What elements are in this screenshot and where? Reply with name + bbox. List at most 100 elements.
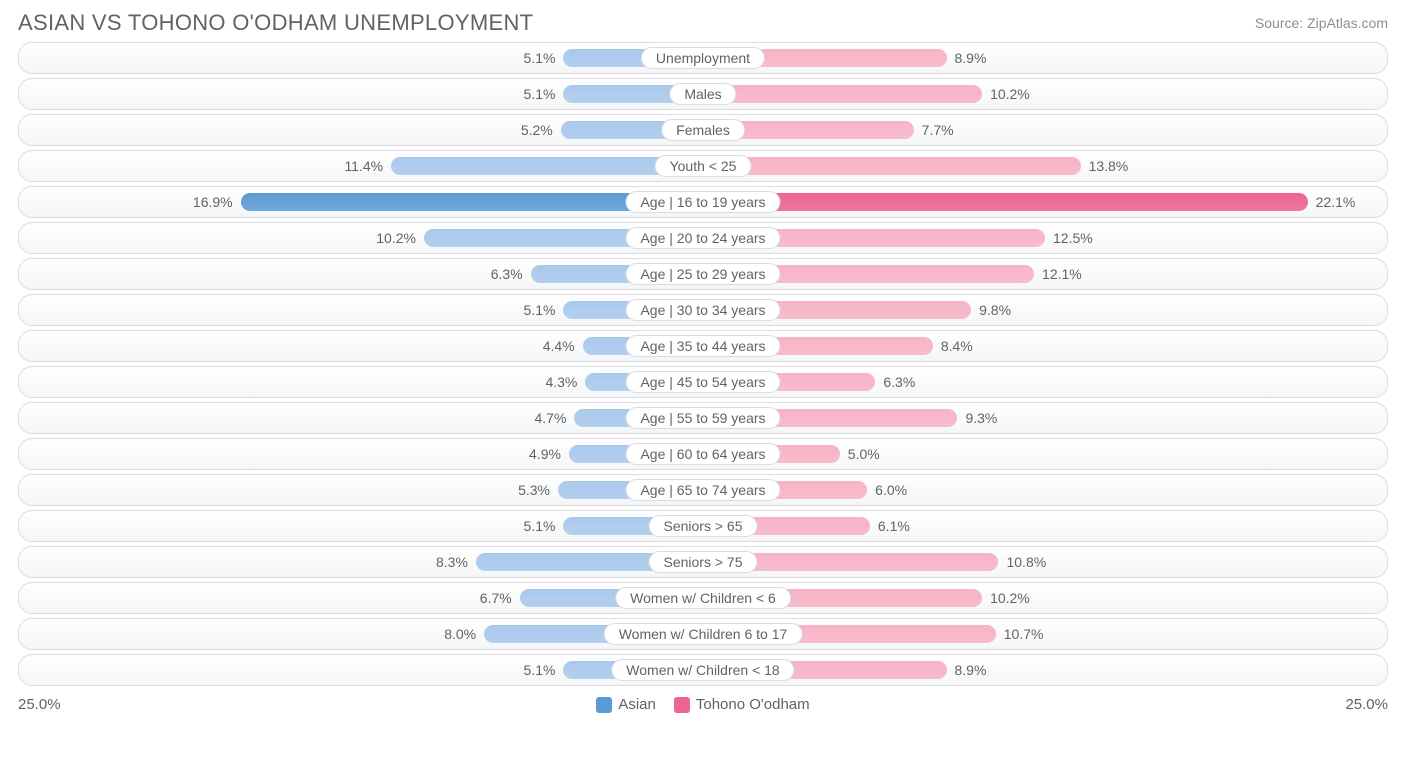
chart-row: 4.4% 8.4%Age | 35 to 44 years — [18, 330, 1388, 362]
value-label-right: 9.8% — [971, 302, 1019, 318]
axis-max-right: 25.0% — [1345, 696, 1388, 713]
value-label-left: 5.2% — [513, 122, 561, 138]
bar-half-left: 8.3% — [19, 547, 703, 577]
chart-title: ASIAN VS TOHONO O'ODHAM UNEMPLOYMENT — [18, 10, 533, 36]
bar-half-right: 10.8% — [703, 547, 1387, 577]
bar-half-right: 22.1% — [703, 187, 1387, 217]
chart-row: 5.2% 7.7% Females — [18, 114, 1388, 146]
value-label-left: 5.1% — [516, 50, 564, 66]
bar-half-left: 11.4% — [19, 151, 703, 181]
row-label: Age | 60 to 64 years — [625, 443, 780, 465]
chart-row: 11.4% 13.8%Youth < 25 — [18, 150, 1388, 182]
row-label: Females — [661, 119, 745, 141]
row-label: Age | 35 to 44 years — [625, 335, 780, 357]
bar-half-left: 8.0% — [19, 619, 703, 649]
bar-half-left: 10.2% — [19, 223, 703, 253]
bar-half-right: 6.3% — [703, 367, 1387, 397]
footer: 25.0% Asian Tohono O'odham 25.0% — [0, 690, 1406, 713]
value-label-left: 5.1% — [516, 518, 564, 534]
chart-row: 5.1%10.2%Males — [18, 78, 1388, 110]
chart-row: 5.3%6.0%Age | 65 to 74 years — [18, 474, 1388, 506]
value-label-left: 4.4% — [535, 338, 583, 354]
bar-half-right: 10.2% — [703, 583, 1387, 613]
row-label: Age | 16 to 19 years — [625, 191, 780, 213]
row-label: Unemployment — [641, 47, 765, 69]
bar-half-right: 9.3% — [703, 403, 1387, 433]
value-label-right: 8.9% — [947, 662, 995, 678]
bar-half-right: 6.0% — [703, 475, 1387, 505]
bar-right — [703, 85, 982, 103]
legend-swatch-tohono — [674, 697, 690, 713]
chart-row: 4.3%6.3%Age | 45 to 54 years — [18, 366, 1388, 398]
value-label-left: 11.4% — [336, 158, 391, 174]
bar-half-right: 8.4% — [703, 331, 1387, 361]
bar-half-right: 12.5% — [703, 223, 1387, 253]
chart-area: 5.1%8.9%Unemployment5.1%10.2%Males5.2%7.… — [0, 42, 1406, 686]
value-label-left: 6.7% — [472, 590, 520, 606]
bar-half-right: 8.9% — [703, 655, 1387, 685]
value-label-left: 16.9% — [185, 194, 241, 210]
chart-row: 4.7% 9.3% Age | 55 to 59 years — [18, 402, 1388, 434]
legend-label-tohono: Tohono O'odham — [696, 696, 810, 713]
value-label-right: 5.0% — [840, 446, 888, 462]
chart-row: 16.9% 22.1% Age | 16 to 19 years — [18, 186, 1388, 218]
bar-half-left: 16.9% — [19, 187, 703, 217]
value-label-left: 8.3% — [428, 554, 476, 570]
value-label-right: 10.2% — [982, 590, 1038, 606]
value-label-right: 7.7% — [914, 122, 962, 138]
row-label: Age | 20 to 24 years — [625, 227, 780, 249]
chart-row: 10.2% 12.5% Age | 20 to 24 years — [18, 222, 1388, 254]
bar-half-left: 4.7% — [19, 403, 703, 433]
bar-half-right: 9.8% — [703, 295, 1387, 325]
chart-row: 8.0% 10.7% Women w/ Children 6 to 17 — [18, 618, 1388, 650]
bar-half-right: 10.7% — [703, 619, 1387, 649]
value-label-left: 4.7% — [527, 410, 575, 426]
row-label: Women w/ Children < 18 — [611, 659, 794, 681]
value-label-left: 6.3% — [483, 266, 531, 282]
value-label-left: 4.3% — [537, 374, 585, 390]
bar-half-left: 5.1% — [19, 655, 703, 685]
value-label-right: 10.2% — [982, 86, 1038, 102]
value-label-right: 10.7% — [996, 626, 1052, 642]
bar-half-left: 5.1% — [19, 43, 703, 73]
bar-half-right: 8.9% — [703, 43, 1387, 73]
header: ASIAN VS TOHONO O'ODHAM UNEMPLOYMENT Sou… — [0, 0, 1406, 42]
row-label: Seniors > 75 — [649, 551, 758, 573]
chart-row: 5.1% 8.9% Women w/ Children < 18 — [18, 654, 1388, 686]
row-label: Women w/ Children < 6 — [615, 587, 791, 609]
value-label-left: 8.0% — [436, 626, 484, 642]
value-label-left: 5.1% — [516, 86, 564, 102]
value-label-right: 12.1% — [1034, 266, 1090, 282]
chart-row: 4.9% 5.0% Age | 60 to 64 years — [18, 438, 1388, 470]
bar-half-left: 4.3% — [19, 367, 703, 397]
chart-row: 6.3% 12.1% Age | 25 to 29 years — [18, 258, 1388, 290]
axis-max-left: 25.0% — [18, 696, 61, 713]
value-label-right: 12.5% — [1045, 230, 1101, 246]
bar-half-left: 6.3% — [19, 259, 703, 289]
chart-row: 5.1%6.1%Seniors > 65 — [18, 510, 1388, 542]
legend-item-tohono: Tohono O'odham — [674, 696, 810, 713]
bar-half-left: 5.3% — [19, 475, 703, 505]
bar-half-left: 6.7% — [19, 583, 703, 613]
bar-half-left: 5.1% — [19, 511, 703, 541]
bar-right — [703, 193, 1308, 211]
bar-half-left: 4.9% — [19, 439, 703, 469]
bar-half-left: 5.1% — [19, 79, 703, 109]
bar-half-right: 13.8% — [703, 151, 1387, 181]
value-label-left: 10.2% — [368, 230, 424, 246]
bar-half-right: 12.1% — [703, 259, 1387, 289]
row-label: Age | 25 to 29 years — [625, 263, 780, 285]
row-label: Youth < 25 — [655, 155, 752, 177]
legend-item-asian: Asian — [596, 696, 656, 713]
row-label: Women w/ Children 6 to 17 — [604, 623, 803, 645]
row-label: Age | 55 to 59 years — [625, 407, 780, 429]
chart-row: 5.1%9.8%Age | 30 to 34 years — [18, 294, 1388, 326]
value-label-right: 22.1% — [1308, 194, 1364, 210]
legend-label-asian: Asian — [618, 696, 656, 713]
value-label-right: 6.3% — [875, 374, 923, 390]
value-label-right: 9.3% — [957, 410, 1005, 426]
bar-half-left: 5.2% — [19, 115, 703, 145]
source-label: Source: ZipAtlas.com — [1255, 15, 1388, 31]
value-label-right: 8.9% — [947, 50, 995, 66]
bar-right — [703, 157, 1081, 175]
